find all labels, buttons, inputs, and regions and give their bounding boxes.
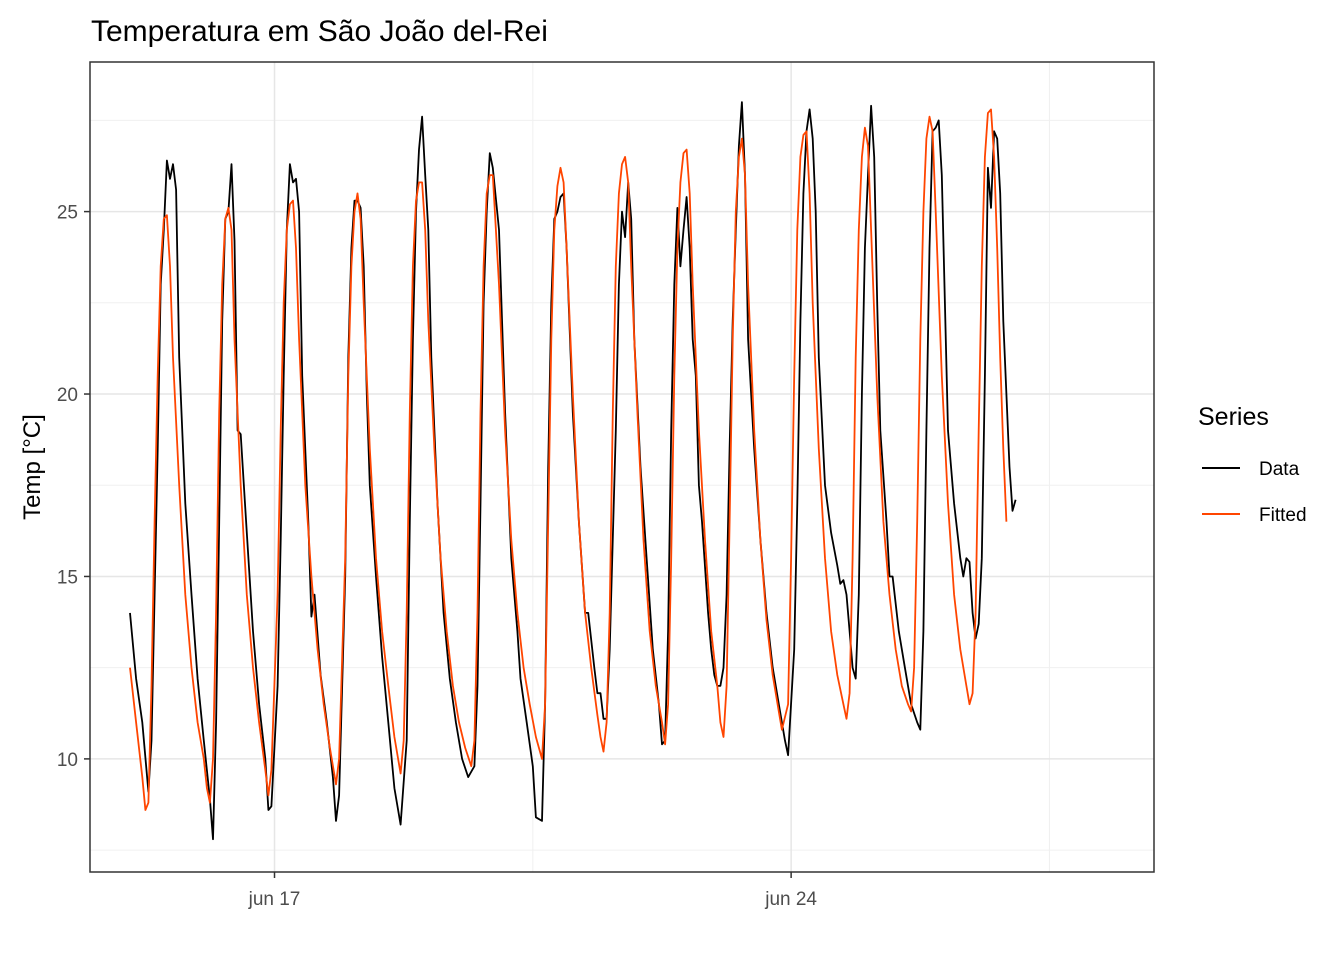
y-axis-title: Temp [°C] — [19, 414, 46, 520]
panel-background — [90, 62, 1154, 872]
x-axis: jun 17 jun 24 — [248, 872, 817, 910]
y-tick-label: 25 — [57, 203, 78, 224]
y-axis: 10 15 20 25 — [57, 203, 90, 771]
plot-panel — [89, 61, 1155, 873]
y-tick-label: 15 — [57, 567, 78, 588]
legend-label-data: Data — [1259, 459, 1300, 480]
series-line-fitted — [129, 108, 1008, 811]
legend-title: Series — [1198, 403, 1269, 431]
y-tick-label: 20 — [57, 385, 78, 406]
y-tick-label: 10 — [57, 750, 78, 771]
chart-title: Temperatura em São João del-Rei — [91, 15, 548, 48]
x-tick-label: jun 17 — [248, 889, 301, 910]
legend: Series Data Fitted — [1198, 403, 1307, 526]
legend-label-fitted: Fitted — [1259, 505, 1307, 526]
x-tick-label: jun 24 — [764, 889, 817, 910]
panel-border — [89, 61, 1155, 873]
